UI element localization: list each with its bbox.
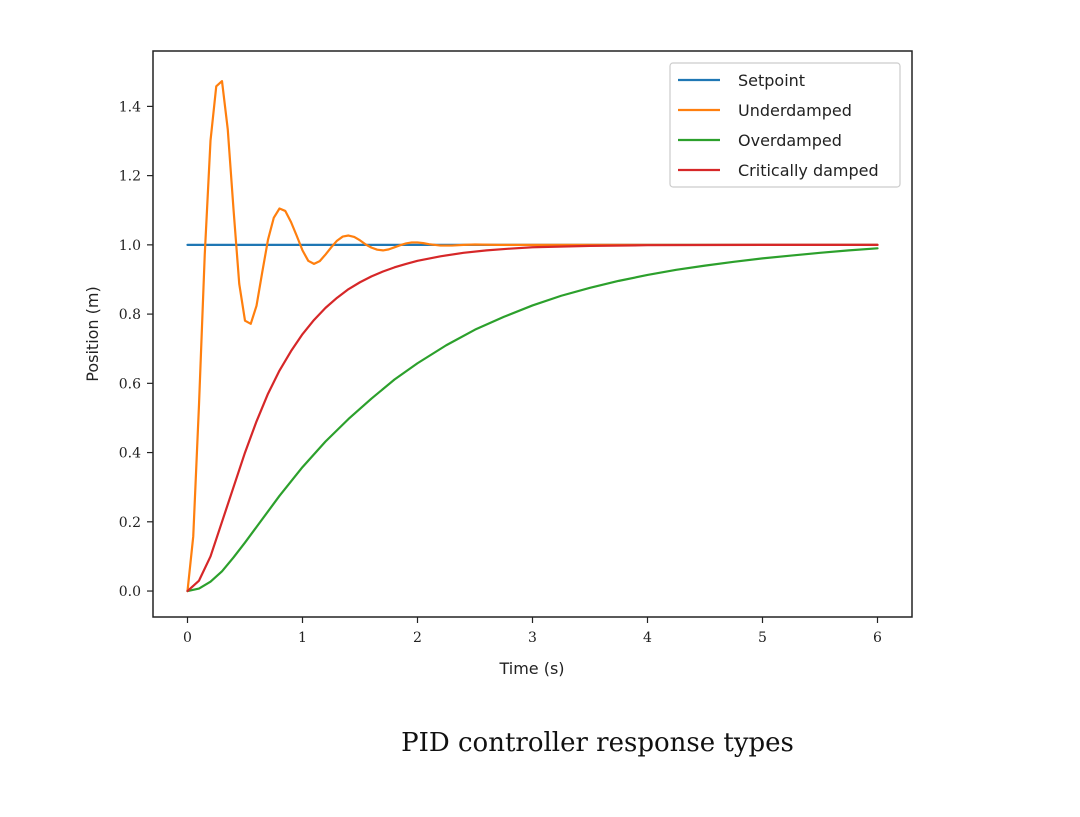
x-tick-label: 2 <box>413 630 422 646</box>
response-chart: 0 1 2 3 4 5 6 0.0 0.2 0.4 0.6 0.8 1.0 1.2 1.4 Time (s)… <box>83 50 913 678</box>
series-layer <box>186 80 879 593</box>
x-tick-label: 0 <box>183 630 192 646</box>
x-tick-label: 4 <box>643 630 652 646</box>
x-tick-label: 3 <box>528 630 537 646</box>
legend-entry-label: Overdamped <box>738 131 842 150</box>
ticks-layer: 0 1 2 3 4 5 6 0.0 0.2 0.4 0.6 0.8 1.0 1.2 1.4 <box>119 99 882 646</box>
y-tick-label: 1.4 <box>119 99 141 115</box>
x-axis-label: Time (s) <box>498 659 564 678</box>
x-tick-label: 1 <box>298 630 307 646</box>
plot-frame <box>152 50 913 618</box>
y-axis-label: Position (m) <box>83 286 102 381</box>
y-tick-label: 0.0 <box>119 584 141 600</box>
series-line-underdamped <box>186 80 879 593</box>
x-tick-label: 6 <box>873 630 882 646</box>
series-line-overdamped <box>186 247 879 593</box>
x-tick-label: 5 <box>758 630 767 646</box>
legend: Setpoint Underdamped Overdamped Critically … <box>669 62 901 188</box>
y-tick-label: 1.2 <box>119 169 141 185</box>
y-tick-label: 0.4 <box>119 446 141 462</box>
y-tick-label: 0.8 <box>119 307 141 323</box>
legend-frame <box>669 62 901 188</box>
legend-entry-label: Critically damped <box>738 161 879 180</box>
y-tick-label: 1.0 <box>119 238 141 254</box>
legend-entry-label: Underdamped <box>738 101 852 120</box>
legend-entry-label: Setpoint <box>738 71 805 90</box>
series-line-critically-damped <box>186 243 879 593</box>
y-tick-label: 0.6 <box>119 376 141 392</box>
figure-caption: PID controller response types <box>401 728 794 758</box>
y-tick-label: 0.2 <box>119 515 141 531</box>
